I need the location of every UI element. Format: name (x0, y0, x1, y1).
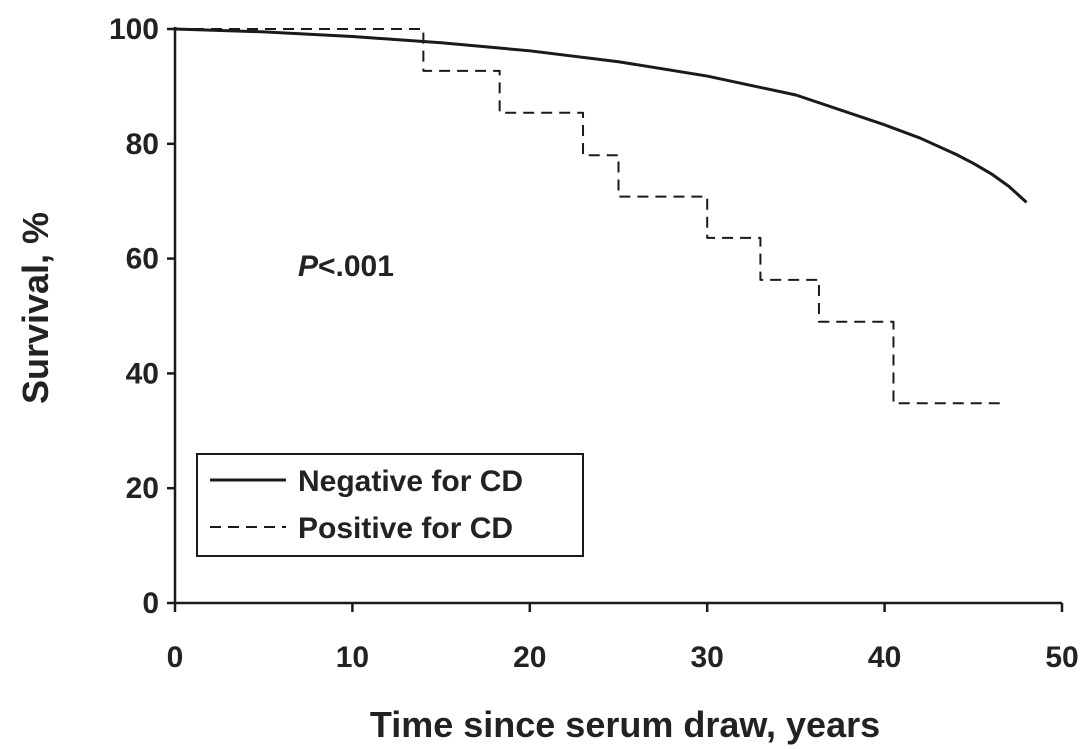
x-ticks: 0 10 20 30 40 50 (167, 603, 1079, 674)
x-axis-title: Time since serum draw, years (370, 704, 880, 745)
legend: Negative for CD Positive for CD (196, 453, 584, 557)
series-line-positive-for-cd (175, 28, 1004, 405)
legend-label-positive: Positive for CD (298, 512, 513, 545)
series-line-negative-for-cd (174, 27, 1028, 204)
x-tick-label-10: 10 (336, 641, 369, 674)
y-tick-label-60: 60 (126, 243, 159, 276)
y-ticks: 0 20 40 60 80 100 (109, 13, 175, 620)
x-tick-label-30: 30 (691, 641, 724, 674)
p-value-text: <.001 (318, 250, 394, 283)
x-tick-label-50: 50 (1045, 641, 1078, 674)
y-tick-label-0: 0 (142, 587, 159, 620)
y-tick-label-100: 100 (109, 13, 159, 46)
x-tick-label-20: 20 (513, 641, 546, 674)
p-value-italic: P (298, 250, 319, 283)
x-tick-label-40: 40 (868, 641, 901, 674)
y-tick-label-80: 80 (126, 128, 159, 161)
legend-box (196, 453, 584, 557)
y-tick-label-20: 20 (126, 472, 159, 505)
y-axis-title: Survival, % (15, 212, 56, 404)
x-tick-label-0: 0 (167, 641, 184, 674)
plot-lines (174, 27, 1028, 405)
p-value-annotation: P<.001 (298, 250, 394, 283)
y-tick-label-40: 40 (126, 357, 159, 390)
legend-label-negative: Negative for CD (298, 465, 523, 498)
